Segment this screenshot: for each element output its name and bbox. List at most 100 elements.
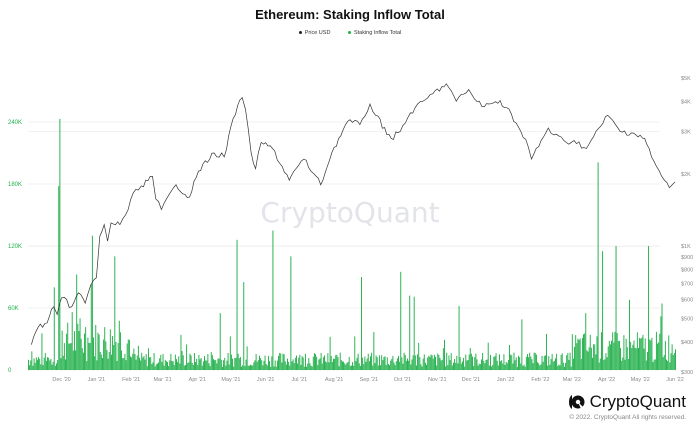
inflow-bar	[580, 358, 582, 370]
inflow-bar	[177, 361, 179, 370]
inflow-bar	[230, 354, 232, 370]
inflow-bar	[542, 361, 544, 370]
inflow-bar	[556, 353, 558, 370]
inflow-bar	[180, 334, 182, 370]
inflow-bar	[295, 355, 297, 370]
x-axis-tick: Sep '21	[360, 377, 378, 383]
inflow-bar	[359, 365, 361, 370]
inflow-bar	[144, 359, 146, 370]
inflow-bar	[147, 348, 149, 370]
inflow-bar	[592, 357, 593, 370]
inflow-bar	[600, 332, 602, 370]
inflow-bar	[250, 364, 251, 370]
inflow-bar	[521, 319, 523, 370]
inflow-bar	[612, 332, 614, 370]
inflow-bar	[73, 331, 75, 370]
inflow-bar	[233, 366, 235, 370]
inflow-bar	[380, 365, 382, 370]
inflow-bar	[363, 364, 365, 370]
inflow-bar	[404, 354, 406, 370]
inflow-bar	[608, 340, 610, 370]
inflow-bar	[219, 313, 221, 370]
inflow-bar	[370, 356, 371, 370]
inflow-bar	[97, 332, 99, 370]
inflow-bar	[39, 358, 41, 370]
inflow-bar	[235, 357, 237, 370]
legend-dot-price	[298, 31, 302, 35]
inflow-bar	[516, 366, 518, 370]
inflow-bar	[328, 362, 330, 370]
inflow-bar	[216, 363, 218, 370]
inflow-bar	[616, 333, 618, 370]
inflow-bar	[65, 359, 66, 370]
inflow-bar	[622, 357, 624, 370]
inflow-bar	[51, 364, 53, 370]
inflow-bar	[34, 362, 36, 370]
inflow-bar	[498, 354, 500, 370]
inflow-bar	[458, 305, 460, 370]
inflow-bar	[468, 354, 470, 370]
left-axis-tick: 180K	[8, 182, 22, 188]
inflow-bar	[119, 332, 121, 370]
inflow-bar	[217, 358, 219, 370]
inflow-bar	[426, 364, 428, 370]
left-axis-tick: 0	[8, 368, 12, 374]
legend-item-price[interactable]: Price USD	[298, 30, 330, 36]
inflow-bar	[82, 352, 84, 370]
inflow-bar	[317, 365, 319, 370]
inflow-bar	[654, 359, 656, 370]
inflow-bar	[188, 362, 190, 370]
inflow-bar	[540, 364, 542, 370]
inflow-bar	[431, 355, 433, 370]
inflow-bar	[126, 343, 128, 370]
inflow-bar	[112, 336, 114, 370]
right-axis-tick: $400	[681, 340, 693, 346]
inflow-bar	[389, 365, 391, 370]
inflow-bar	[585, 313, 587, 370]
inflow-bar	[38, 357, 40, 370]
inflow-bar	[501, 360, 503, 370]
legend-item-inflow[interactable]: Staking Inflow Total	[347, 30, 401, 36]
inflow-bar	[348, 356, 350, 370]
inflow-bar	[121, 350, 123, 370]
inflow-bar	[320, 352, 322, 370]
inflow-bar	[396, 358, 398, 370]
inflow-bar	[413, 296, 415, 370]
inflow-bar	[89, 342, 91, 370]
inflow-bar	[300, 364, 302, 370]
inflow-bar	[201, 365, 203, 370]
inflow-bar	[633, 340, 635, 370]
inflow-bar	[561, 353, 563, 370]
inflow-bar	[631, 347, 633, 370]
inflow-bar	[103, 339, 105, 370]
inflow-bar	[312, 356, 314, 370]
inflow-bar	[132, 353, 134, 370]
inflow-bar	[41, 333, 43, 370]
inflow-bar	[102, 358, 103, 370]
inflow-bar	[646, 351, 648, 370]
inflow-bar	[47, 357, 49, 370]
inflow-bar	[354, 336, 356, 370]
inflow-bar	[315, 354, 317, 370]
inflow-bar	[324, 355, 325, 370]
inflow-bar	[165, 361, 167, 370]
inflow-bar	[115, 341, 117, 370]
inflow-bar	[139, 357, 140, 370]
inflow-bar	[635, 348, 637, 370]
inflow-bar	[539, 365, 541, 370]
inflow-bar	[232, 358, 234, 370]
inflow-bar	[659, 333, 661, 370]
inflow-bar	[106, 350, 108, 370]
inflow-bar	[239, 357, 241, 370]
inflow-bar	[318, 359, 320, 370]
inflow-bar	[202, 361, 204, 370]
inflow-bar	[602, 251, 604, 370]
inflow-bar	[137, 345, 139, 370]
inflow-bar	[171, 361, 173, 370]
inflow-bar	[76, 274, 78, 370]
inflow-bar	[463, 357, 465, 370]
inflow-bar	[408, 360, 410, 370]
inflow-bar	[254, 360, 256, 370]
inflow-bar	[303, 366, 305, 370]
inflow-bar	[657, 343, 659, 370]
